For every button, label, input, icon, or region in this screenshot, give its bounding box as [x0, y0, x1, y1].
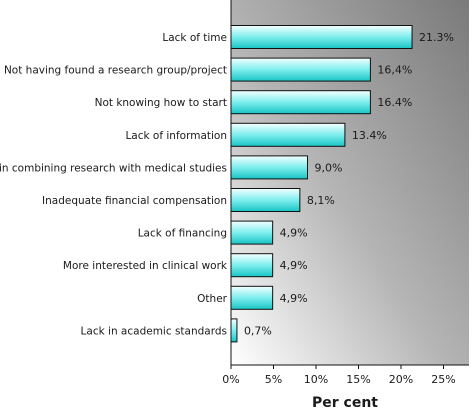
x-tick-label: 25% — [431, 373, 455, 386]
value-label: 21.3% — [419, 31, 454, 44]
bar — [230, 155, 308, 180]
category-label: More interested in clinical work — [63, 260, 228, 272]
bar — [230, 220, 274, 245]
category-label: Other — [197, 293, 227, 305]
x-tick-label: 15% — [346, 373, 370, 386]
x-tick-label: 0% — [222, 373, 239, 386]
x-tick-label: 20% — [389, 373, 413, 386]
bar — [230, 188, 301, 212]
bar — [230, 57, 371, 82]
category-label: Not having found a research group/projec… — [4, 65, 227, 77]
category-label: Inadequate financial compensation — [42, 195, 227, 207]
value-label: 16,4% — [377, 64, 412, 77]
category-label: Lack of information — [125, 130, 227, 142]
bar — [230, 25, 413, 49]
plot-background — [231, 0, 469, 365]
x-tick-label: 5% — [265, 373, 282, 386]
x-tick-label: 10% — [304, 373, 328, 386]
value-label: 4,9% — [280, 292, 308, 305]
bar — [230, 122, 346, 147]
bar — [230, 253, 274, 278]
value-label: 4,9% — [280, 227, 308, 240]
category-label: Lack of time — [162, 32, 227, 44]
category-label: Lack in academic standards — [81, 325, 227, 337]
value-label: 8,1% — [307, 194, 335, 207]
x-axis-title: Per cent — [312, 395, 378, 411]
category-label: Lack of financing — [138, 228, 227, 240]
bar — [230, 90, 371, 115]
value-label: 13.4% — [352, 129, 387, 142]
category-label: Not knowing how to start — [95, 97, 227, 109]
value-label: 0,7% — [244, 324, 272, 337]
value-label: 4,9% — [280, 259, 308, 272]
value-label: 16.4% — [377, 96, 412, 109]
value-label: 9,0% — [315, 161, 343, 174]
bar — [230, 285, 274, 310]
bar — [230, 318, 238, 343]
category-label: Difficulty in combining research with me… — [0, 162, 227, 174]
